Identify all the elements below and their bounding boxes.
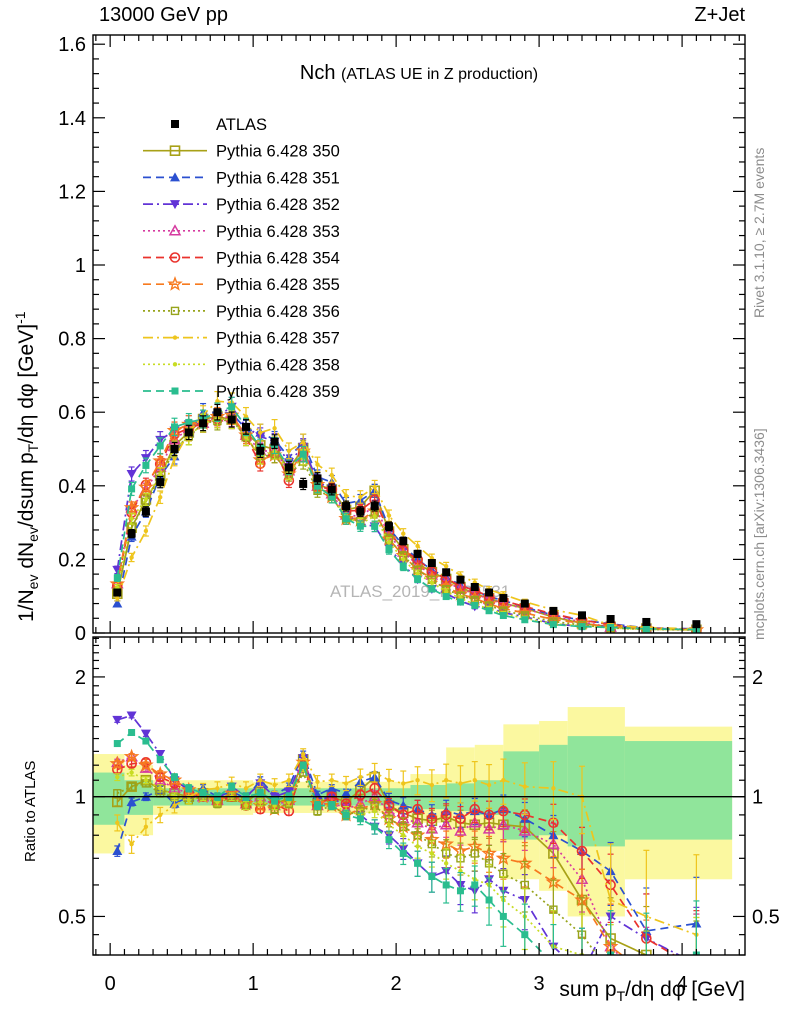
svg-text:2: 2 <box>75 667 86 689</box>
main-frame <box>92 34 746 634</box>
series-ratio-Pythia-6.428-359 <box>113 728 700 955</box>
svg-text:0.6: 0.6 <box>58 402 86 424</box>
legend: ATLAS Pythia 6.428 350 Pythia 6.428 351 Pyt… <box>143 116 340 401</box>
mcplots-source-note: mcplots.cern.ch [arXiv:1306.3436] <box>751 428 767 640</box>
svg-text:1.6: 1.6 <box>58 34 86 56</box>
legend-entry-3: Pythia 6.428 352 <box>143 196 340 214</box>
legend-entry-5: Pythia 6.428 354 <box>143 250 340 268</box>
svg-text:1: 1 <box>75 787 86 809</box>
legend-entry-10: Pythia 6.428 359 <box>143 383 340 401</box>
x-axis-label: sum pT/dη dφ [GeV] <box>559 978 745 1005</box>
band-inner <box>567 736 625 847</box>
svg-text:0: 0 <box>105 973 116 995</box>
svg-text:Pythia 6.428 358: Pythia 6.428 358 <box>216 356 340 374</box>
legend-entry-1: Pythia 6.428 350 <box>143 143 340 161</box>
svg-text:0: 0 <box>75 623 86 645</box>
legend-entry-2: Pythia 6.428 351 <box>143 169 340 187</box>
ratio-frame <box>92 636 746 956</box>
svg-text:2: 2 <box>391 973 402 995</box>
axis-tick-labels: 0 0.2 0.4 0.6 0.8 1 1.2 1.4 1.6 0.5 0.5 1 1 2 2 0 1 2 3 4 <box>58 34 780 995</box>
svg-text:0.5: 0.5 <box>752 906 780 928</box>
svg-text:Pythia 6.428 354: Pythia 6.428 354 <box>216 250 340 268</box>
plot-title-sub: (ATLAS UE in Z production) <box>341 66 539 83</box>
rivet-version-note: Rivet 3.1.10, ≥ 2.7M events <box>751 147 767 318</box>
svg-text:1: 1 <box>248 973 259 995</box>
axis-ticks <box>93 35 745 956</box>
legend-entry-0: ATLAS <box>171 116 267 134</box>
svg-text:1: 1 <box>752 787 763 809</box>
legend-entry-6: Pythia 6.428 355 <box>143 275 340 294</box>
svg-text:Pythia 6.428 352: Pythia 6.428 352 <box>216 196 340 214</box>
svg-text:0.2: 0.2 <box>58 549 86 571</box>
svg-text:3: 3 <box>534 973 545 995</box>
process-label: Z+Jet <box>694 4 745 26</box>
watermark: ATLAS_2019_I1736531 <box>330 582 510 601</box>
band-inner <box>624 741 733 840</box>
svg-text:1.4: 1.4 <box>58 108 86 130</box>
plot-title: Nch (ATLAS UE in Z production) <box>93 62 745 85</box>
svg-text:1.2: 1.2 <box>58 181 86 203</box>
svg-text:4: 4 <box>677 973 688 995</box>
svg-text:0.8: 0.8 <box>58 329 86 351</box>
svg-text:1: 1 <box>75 255 86 277</box>
ratio-y-axis-label: Ratio to ATLAS <box>22 760 39 862</box>
svg-text:ATLAS: ATLAS <box>216 116 267 134</box>
y-axis-label: 1/Nev dNev/dsum pT/dη dφ [GeV]-1 <box>12 311 42 622</box>
svg-text:Pythia 6.428 357: Pythia 6.428 357 <box>216 330 340 348</box>
svg-text:Pythia 6.428 359: Pythia 6.428 359 <box>216 383 340 401</box>
svg-text:Pythia 6.428 356: Pythia 6.428 356 <box>216 303 340 321</box>
beam-energy-label: 13000 GeV pp <box>99 4 228 26</box>
plot-title-main: Nch <box>299 62 336 84</box>
svg-text:0.5: 0.5 <box>58 906 86 928</box>
svg-text:Pythia 6.428 353: Pythia 6.428 353 <box>216 223 340 241</box>
svg-text:Pythia 6.428 350: Pythia 6.428 350 <box>216 143 340 161</box>
legend-entry-9: Pythia 6.428 358 <box>143 356 340 374</box>
svg-text:Pythia 6.428 355: Pythia 6.428 355 <box>216 276 340 294</box>
legend-entry-7: Pythia 6.428 356 <box>143 303 340 321</box>
legend-entry-8: Pythia 6.428 357 <box>143 330 340 348</box>
svg-text:0.4: 0.4 <box>58 476 86 498</box>
legend-entry-4: Pythia 6.428 353 <box>143 223 340 241</box>
svg-text:Pythia 6.428 351: Pythia 6.428 351 <box>216 169 340 187</box>
series-main-ATLAS <box>113 403 701 629</box>
svg-text:2: 2 <box>752 667 763 689</box>
